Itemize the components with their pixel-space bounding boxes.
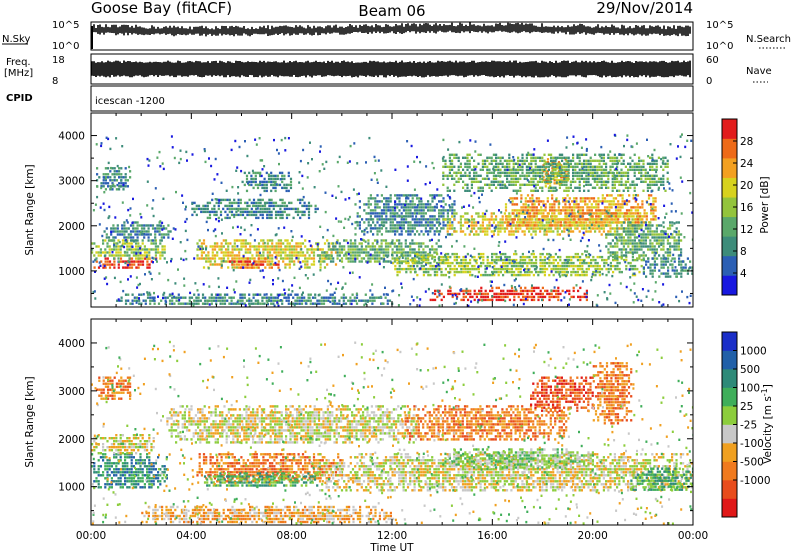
colorbar-segment (722, 462, 737, 481)
colorbar-segment (722, 499, 737, 518)
ytick-label: 3000 (58, 176, 85, 188)
nave-tick-top: 60 (706, 55, 719, 66)
xtick-label: 20:00 (578, 530, 608, 542)
cpid-label: CPID (6, 93, 33, 104)
ytick-label: 1000 (58, 482, 85, 494)
nsearch-tick-top: 10^5 (706, 20, 733, 31)
velocity-colorbar-label-end: ] (762, 384, 774, 388)
colorbar-segment (722, 351, 737, 370)
colorbar-segment (722, 369, 737, 388)
colorbar-segment (722, 480, 737, 499)
velocity-ylabel: Slant Range [km] (24, 376, 36, 467)
power-region-16 (643, 257, 694, 277)
freq-unit: [MHz] (4, 68, 33, 79)
velocity-colorbar-label-main: Velocity [m s (762, 396, 774, 464)
nave-label: Nave (746, 66, 772, 77)
colorbar-segment (722, 178, 737, 198)
freq-trace-band (92, 61, 690, 78)
colorbar-tick-label: 24 (740, 158, 754, 170)
colorbar-tick-label: 4 (740, 268, 747, 280)
nsearch-label: N.Search (746, 34, 791, 45)
freq-tick-bottom: 8 (52, 76, 58, 87)
colorbar-tick-label: 25 (740, 401, 753, 413)
freq-tick-top: 18 (52, 55, 65, 66)
velocity-heatmap (91, 341, 695, 525)
station-title: Goose Bay (fitACF) (91, 0, 232, 17)
nsearch-tick-bottom: 10^0 (706, 41, 733, 52)
colorbar-tick-label: 1000 (740, 346, 767, 358)
velocity-panel-frame (91, 319, 693, 525)
ytick-label: 3000 (58, 386, 85, 398)
power-region-7 (242, 172, 293, 192)
colorbar-segment (722, 236, 737, 256)
velocity-region-4 (204, 472, 318, 486)
freq-trace (92, 61, 690, 78)
xtick-label: 04:00 (176, 530, 206, 542)
power-region-11 (430, 287, 588, 301)
velocity-region-2 (96, 377, 131, 400)
power-colorbar-label: Power [dB] (759, 176, 771, 233)
colorbar-tick-label: 8 (740, 246, 747, 258)
colorbar-tick-label: 12 (740, 224, 753, 236)
colorbar-tick-label: -1000 (740, 475, 771, 487)
colorbar-tick-label: -25 (740, 420, 757, 432)
xtick-label: 12:00 (377, 530, 407, 542)
nsky-label: N.Sky (2, 34, 30, 45)
ytick-label: 2000 (58, 221, 85, 233)
colorbar-segment (722, 139, 737, 159)
colorbar-tick-label: 500 (740, 364, 760, 376)
colorbar-segment (722, 332, 737, 351)
colorbar-segment (722, 443, 737, 462)
ytick-label: 4000 (58, 131, 85, 143)
colorbar-tick-label: -500 (740, 457, 764, 469)
power-region-6 (191, 199, 319, 219)
colorbar-segment (722, 425, 737, 444)
xtick-label: 00:00 (76, 530, 106, 542)
velocity-region-11 (141, 506, 394, 523)
nsky-tick-bottom: 10^0 (52, 41, 79, 52)
ytick-label: 4000 (58, 338, 85, 350)
velocity-colorbar-label: Velocity [m s-1] (760, 384, 774, 464)
velocity-region-9 (593, 362, 633, 424)
xtick-label: 08:00 (277, 530, 307, 542)
power-ylabel: Slant Range [km] (24, 164, 36, 255)
velocity-colorbar-label-sup: -1 (760, 388, 769, 396)
cpid-strip-frame (91, 86, 693, 111)
velocity-region-3 (196, 453, 343, 482)
nsky-trace-line (92, 23, 690, 37)
colorbar-segment (722, 217, 737, 237)
colorbar-tick-label: -100 (740, 438, 764, 450)
colorbar-segment (722, 275, 737, 295)
xtick-label: 16:00 (477, 530, 507, 542)
colorbar-tick-label: 28 (740, 136, 753, 148)
xtick-label: 00:00 (678, 530, 708, 542)
beam-title: Beam 06 (358, 2, 425, 20)
power-region-2 (104, 221, 172, 241)
colorbar-tick-label: 100 (740, 383, 760, 395)
colorbar-tick-label: 20 (740, 180, 753, 192)
ytick-label: 2000 (58, 434, 85, 446)
power-heatmap (91, 133, 694, 307)
colorbar-segment (722, 119, 737, 139)
velocity-region-0 (91, 453, 168, 488)
time-xlabel: Time UT (369, 542, 414, 554)
colorbar-tick-label: 16 (740, 202, 754, 214)
nsky-trace (92, 23, 690, 50)
cpid-value: icescan -1200 (95, 96, 165, 107)
power-region-1 (91, 239, 166, 259)
power-region-9 (354, 194, 455, 235)
ytick-label: 1000 (58, 266, 85, 278)
power-region-15 (605, 221, 682, 259)
colorbar-segment (722, 388, 737, 407)
freq-label: Freq. (6, 57, 31, 68)
colorbar-segment (722, 406, 737, 425)
nave-tick-bottom: 0 (706, 76, 712, 87)
colorbar-segment (722, 158, 737, 178)
nsky-tick-top: 10^5 (52, 20, 79, 31)
power-colorbar: 4 8 12 16 20 24 28 (722, 119, 754, 295)
date-title: 29/Nov/2014 (596, 0, 693, 17)
